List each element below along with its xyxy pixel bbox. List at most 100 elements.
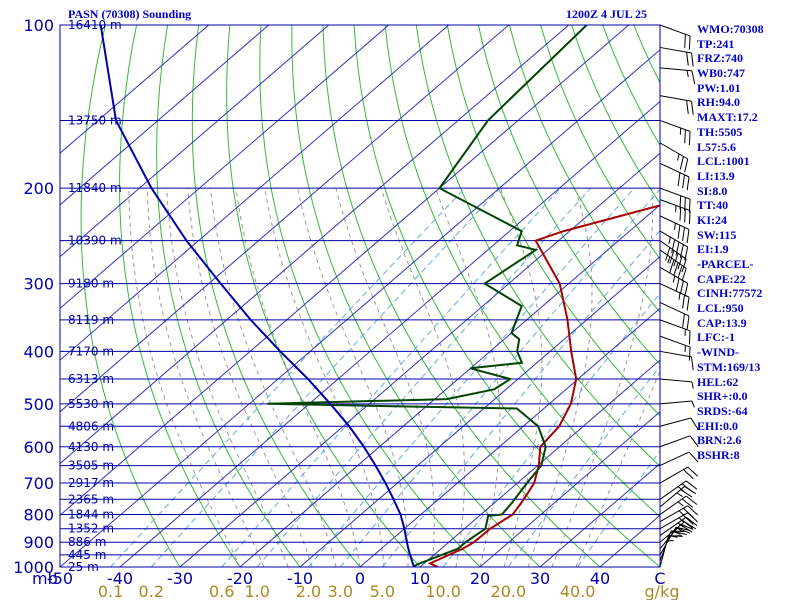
wind-barb-staff xyxy=(659,119,691,132)
wind-barb-full xyxy=(688,330,691,345)
isotherm xyxy=(60,49,660,567)
wind-barb-full xyxy=(688,451,699,463)
height-label: 1352 m xyxy=(68,522,114,536)
isotherm xyxy=(60,25,210,154)
wind-barb xyxy=(659,240,687,273)
wind-barb-full xyxy=(679,244,684,258)
index-line: TH:5505 xyxy=(697,124,743,139)
wind-barb xyxy=(659,505,699,523)
index-line: WB0:747 xyxy=(697,66,745,81)
temperature-unit-label: C xyxy=(654,569,665,588)
pressure-unit-label: mb xyxy=(32,569,58,588)
isotherm xyxy=(60,25,510,413)
wind-barb-staff xyxy=(659,215,690,230)
wind-barb-half xyxy=(673,222,676,230)
mixing-ratio-line xyxy=(308,187,635,567)
wind-barb-full xyxy=(686,176,690,191)
height-label: 5530 m xyxy=(68,397,114,411)
moist-adiabat xyxy=(235,188,361,567)
mixing-unit-label: g/kg xyxy=(645,582,680,600)
index-line: PW:1.01 xyxy=(697,80,741,95)
index-line: FRZ:740 xyxy=(697,51,743,66)
wind-barb-half xyxy=(691,400,695,408)
wind-barb xyxy=(659,230,689,261)
wind-barb-half xyxy=(676,492,683,497)
dry-adiabat xyxy=(156,25,301,567)
sounding-indices: WMO:70308 TP:241 FRZ:740 WB0:747 PW:1.01 RH:9… xyxy=(697,22,800,463)
mixing-ratio-line xyxy=(221,187,561,567)
temperature-tick-label: -10 xyxy=(287,569,313,588)
index-line: EHI:0.0 xyxy=(697,418,739,433)
height-label: 13750 m xyxy=(68,113,122,127)
mixing-ratio-line xyxy=(110,187,466,567)
wind-barb-staff xyxy=(659,319,691,332)
wind-barb-staff xyxy=(659,283,690,298)
wind-barb-full xyxy=(691,101,694,115)
pressure-tick-label: 500 xyxy=(23,395,54,414)
wind-barb-full xyxy=(685,480,698,490)
wind-barb-full xyxy=(686,229,690,243)
isotherm xyxy=(299,255,660,567)
index-line: SI:8.0 xyxy=(697,183,728,198)
wind-barb-full xyxy=(686,315,690,330)
height-label: 4130 m xyxy=(68,440,114,454)
wind-barb-full xyxy=(688,131,691,145)
wind-barb xyxy=(659,119,691,145)
index-line: SRDS:-64 xyxy=(697,403,748,418)
temperature-tick-label: -50 xyxy=(47,569,73,588)
wind-barb xyxy=(659,350,694,371)
wind-barb-full xyxy=(681,483,694,493)
wind-barb-half xyxy=(672,275,676,283)
wind-barb-full xyxy=(679,156,684,170)
parcel-trace xyxy=(99,25,415,567)
wind-barb-full xyxy=(688,35,691,50)
wind-barb-full xyxy=(691,356,694,371)
wind-barb xyxy=(659,417,699,430)
wind-barb-full xyxy=(683,507,694,518)
index-line: BSHR:8 xyxy=(697,447,740,462)
pressure-tick-label: 200 xyxy=(23,179,54,198)
isotherm xyxy=(479,411,660,567)
wind-barb-full xyxy=(691,70,696,85)
wind-barb-half xyxy=(677,153,680,161)
wind-barb xyxy=(659,480,698,500)
wind-barb-full xyxy=(682,227,685,241)
isotherm xyxy=(60,25,270,206)
wind-barb-staff xyxy=(659,526,677,556)
wind-barb-full xyxy=(679,195,682,210)
wind-barb-full xyxy=(681,258,687,273)
index-line: LCL:1001 xyxy=(697,154,750,169)
wind-barb-staff xyxy=(659,187,691,200)
wind-barb-full xyxy=(679,280,684,295)
wind-barb-half xyxy=(676,527,683,533)
wind-barb-half xyxy=(677,486,684,492)
dry-adiabat xyxy=(226,25,421,567)
height-label: 10390 m xyxy=(68,234,122,248)
height-label: 6313 m xyxy=(68,372,114,386)
wind-barb-staff xyxy=(659,480,687,500)
index-line: SW:115 xyxy=(697,227,737,242)
index-line: CAPE:22 xyxy=(697,271,746,286)
temperature-tick-label: 0 xyxy=(355,569,365,588)
moist-adiabat xyxy=(435,188,501,567)
wind-barb-full xyxy=(681,268,687,282)
wind-barb-full xyxy=(684,197,686,212)
pressure-tick-label: 900 xyxy=(23,533,54,552)
index-line: BRN:2.6 xyxy=(697,433,742,448)
isotherm xyxy=(419,359,660,567)
index-line: RH:94.0 xyxy=(697,95,740,110)
wind-barb-full xyxy=(677,172,681,187)
wind-barb-full xyxy=(685,516,698,526)
mixing-ratio-line xyxy=(256,187,592,567)
isotherm xyxy=(60,25,450,361)
wind-barb-full xyxy=(669,259,675,273)
mixing-ratio-label: 0.2 xyxy=(139,582,164,600)
height-label: 2365 m xyxy=(68,492,114,506)
wind-barb-full xyxy=(681,498,694,508)
mixing-ratio-label: 10.0 xyxy=(425,582,461,600)
index-line: HEL:62 xyxy=(697,374,739,389)
wind-barb-full xyxy=(673,253,679,267)
moist-adiabat xyxy=(128,188,241,567)
dry-adiabat xyxy=(259,25,481,567)
wind-barb-staff xyxy=(659,162,690,178)
